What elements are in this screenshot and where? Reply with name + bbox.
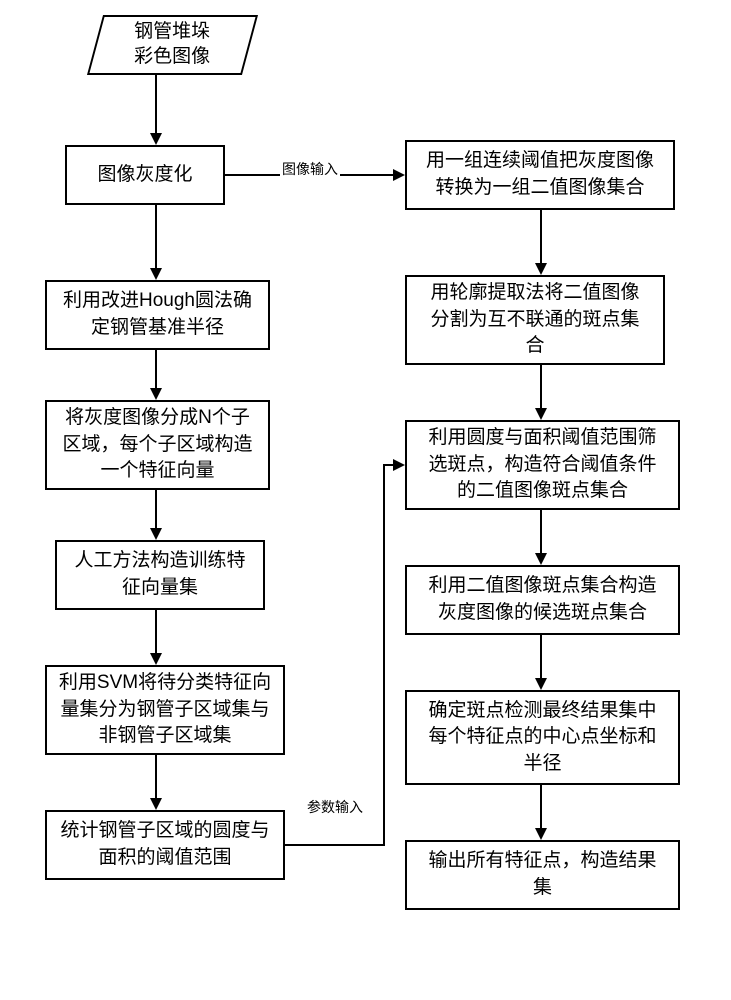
arrowhead-L1-R1 (393, 169, 405, 181)
node-R5-text: 确定斑点检测最终结果集中每个特征点的中心点坐标和半径 (428, 698, 656, 778)
node-R3: 利用圆度与面积阈值范围筛选斑点，构造符合阈值条件的二值图像斑点集合 (405, 420, 680, 510)
node-L1-text: 图像灰度化 (97, 162, 192, 189)
node-R6: 输出所有特征点，构造结果集 (405, 840, 680, 910)
edge-L1-L2 (155, 205, 157, 268)
edge-L4-L5 (155, 610, 157, 653)
node-R3-text: 利用圆度与面积阈值范围筛选斑点，构造符合阈值条件的二值图像斑点集合 (428, 425, 656, 505)
node-R2: 用轮廓提取法将二值图像分割为互不联通的斑点集合 (405, 275, 665, 365)
arrowhead-L4-L5 (150, 653, 162, 665)
edge-R3-R4 (540, 510, 542, 553)
edge-L6-R3-v (383, 464, 385, 846)
arrowhead-R3-R4 (535, 553, 547, 565)
node-L5-text: 利用SVM将待分类特征向量集分为钢管子区域集与非钢管子区域集 (59, 670, 271, 750)
node-L6: 统计钢管子区域的圆度与面积的阈值范围 (45, 810, 285, 880)
node-L5: 利用SVM将待分类特征向量集分为钢管子区域集与非钢管子区域集 (45, 665, 285, 755)
node-L2-text: 利用改进Hough圆法确定钢管基准半径 (63, 288, 252, 341)
node-R6-text: 输出所有特征点，构造结果集 (428, 848, 656, 901)
arrowhead-L6-R3 (393, 459, 405, 471)
node-L3-text: 将灰度图像分成N个子区域，每个子区域构造一个特征向量 (62, 405, 252, 485)
arrowhead-L1-L2 (150, 268, 162, 280)
edge-R1-R2 (540, 210, 542, 263)
node-L4-text: 人工方法构造训练特征向量集 (74, 548, 245, 601)
node-L4: 人工方法构造训练特征向量集 (55, 540, 265, 610)
start-node-text: 钢管堆垛彩色图像 (134, 20, 210, 69)
node-L6-text: 统计钢管子区域的圆度与面积的阈值范围 (60, 818, 269, 871)
node-R1-text: 用一组连续阈值把灰度图像转换为一组二值图像集合 (426, 148, 654, 201)
edge-L3-L4 (155, 490, 157, 528)
edge-R2-R3 (540, 365, 542, 408)
arrowhead-L2-L3 (150, 388, 162, 400)
arrowhead-R2-R3 (535, 408, 547, 420)
node-L2: 利用改进Hough圆法确定钢管基准半径 (45, 280, 270, 350)
edge-start-L1 (155, 75, 157, 133)
arrowhead-R4-R5 (535, 678, 547, 690)
node-R2-text: 用轮廓提取法将二值图像分割为互不联通的斑点集合 (430, 280, 639, 360)
node-R1: 用一组连续阈值把灰度图像转换为一组二值图像集合 (405, 140, 675, 210)
node-L1: 图像灰度化 (65, 145, 225, 205)
arrowhead-L5-L6 (150, 798, 162, 810)
edge-R4-R5 (540, 635, 542, 678)
edge-L5-L6 (155, 755, 157, 798)
arrowhead-L3-L4 (150, 528, 162, 540)
edge-label-image-input: 图像输入 (280, 159, 340, 179)
edge-label-param-input: 参数输入 (305, 797, 365, 817)
arrowhead-R1-R2 (535, 263, 547, 275)
start-node: 钢管堆垛彩色图像 (87, 15, 258, 75)
node-R4: 利用二值图像斑点集合构造灰度图像的候选斑点集合 (405, 565, 680, 635)
node-L3: 将灰度图像分成N个子区域，每个子区域构造一个特征向量 (45, 400, 270, 490)
node-R5: 确定斑点检测最终结果集中每个特征点的中心点坐标和半径 (405, 690, 680, 785)
arrowhead-start-L1 (150, 133, 162, 145)
edge-L6-R3-h1 (285, 844, 385, 846)
arrowhead-R5-R6 (535, 828, 547, 840)
edge-L6-R3-h2 (383, 464, 393, 466)
edge-L2-L3 (155, 350, 157, 388)
edge-R5-R6 (540, 785, 542, 828)
node-R4-text: 利用二值图像斑点集合构造灰度图像的候选斑点集合 (428, 573, 656, 626)
